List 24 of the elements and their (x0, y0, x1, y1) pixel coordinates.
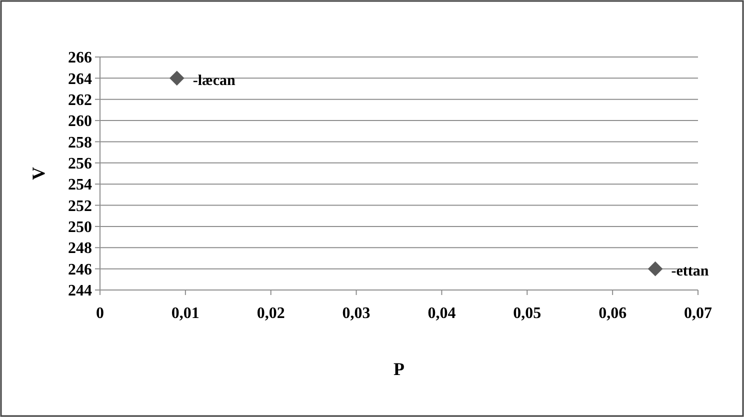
x-tick-label: 0,01 (171, 305, 200, 322)
y-axis-title: V (28, 167, 48, 180)
y-tick-label: 256 (68, 156, 92, 173)
x-tick-label: 0,03 (342, 305, 370, 322)
y-tick-label: 262 (68, 92, 92, 109)
y-tick-label: 264 (68, 70, 92, 88)
y-tick-label: 250 (68, 219, 92, 236)
x-tick-label: 0,04 (428, 305, 456, 322)
x-tick-label: 0,02 (256, 305, 285, 322)
y-tick-label: 244 (68, 282, 92, 300)
y-tick-label: 252 (68, 198, 92, 215)
y-tick-label: 266 (68, 50, 92, 67)
annotation: -læcan (192, 72, 236, 89)
x-tick-label: 0,06 (598, 305, 627, 322)
x-tick-label: 0,07 (684, 305, 712, 322)
y-tick-label: 260 (68, 113, 92, 130)
x-tick-label: 0 (96, 305, 104, 322)
y-tick-label: 246 (68, 261, 92, 278)
y-tick-label: 248 (68, 240, 92, 258)
x-axis-title: P (394, 359, 404, 379)
annotation: -ettan (671, 264, 710, 280)
y-tick-label: 258 (68, 134, 92, 152)
x-tick-label: 0,05 (513, 305, 542, 322)
y-tick-label: 254 (68, 176, 92, 194)
